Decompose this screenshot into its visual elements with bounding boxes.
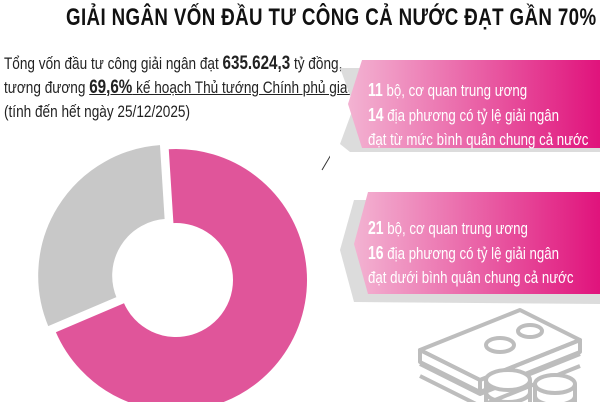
box-below-average: 21 bộ, cơ quan trung ương 16 địa phương … [340,192,600,304]
pointer-line [321,155,330,171]
box-note: đạt dưới bình quân chung cả nước [368,268,574,287]
localities-label: địa phương có tỷ lệ giải ngân [383,244,559,263]
localities-label: địa phương có tỷ lệ giải ngân [383,106,559,125]
page-title: GIẢI NGÂN VỐN ĐẦU TƯ CÔNG CẢ NƯỚC ĐẠT GẦ… [66,4,600,31]
ministries-count: 11 [368,80,383,100]
intro-text-3: tương đương [4,78,90,97]
banner-shape [340,60,600,152]
coins-icon [484,368,577,402]
box-note: đạt từ mức bình quân chung cả nước [368,130,589,149]
ministries-label: bộ, cơ quan trung ương [383,219,528,238]
donut-slice-remaining [36,142,167,329]
intro-text-1: Tổng vốn đầu tư công giải ngân đạt [4,54,223,73]
donut-chart [36,142,330,402]
money-stack-icon [418,308,582,402]
localities-count: 16 [368,243,384,263]
date-note: (tính đến hết ngày 25/12/2025) [4,102,191,121]
banner-shape [340,192,600,304]
box-above-average: 11 bộ, cơ quan trung ương 14 địa phương … [340,60,600,152]
localities-count: 14 [368,105,384,125]
ministries-label: bộ, cơ quan trung ương [382,81,528,100]
percent-value: 69,6% [89,77,133,98]
donut-slice-disbursed [53,147,309,402]
intro-text: Tổng vốn đầu tư công giải ngân đạt 635.6… [4,52,355,124]
ministries-count: 21 [368,218,384,238]
intro-text-4: kế hoạch Thủ tướng Chính phủ giao [132,78,355,97]
intro-text-2: tỷ đồng, [290,54,343,73]
total-amount: 635.624,3 [222,53,291,74]
